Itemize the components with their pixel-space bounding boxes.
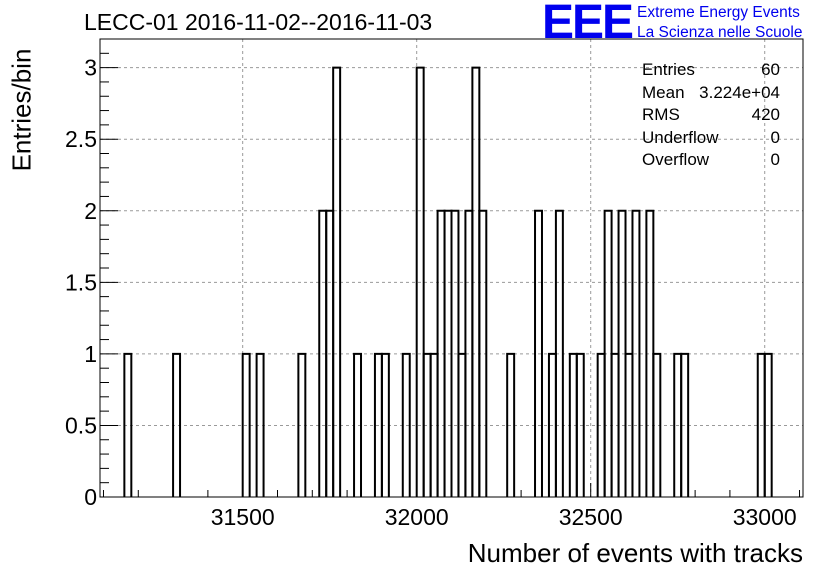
stat-label: Mean [642, 82, 685, 102]
histogram-bars [123, 66, 773, 497]
y-tick-label: 1 [84, 341, 97, 367]
histogram-bin [353, 352, 363, 497]
histogram-bin [123, 352, 133, 497]
histogram-bin [241, 352, 251, 497]
axes: 31500 32000 32500 33000 0 0.5 1 1.5 2 2.5 3 [65, 38, 804, 530]
stat-value: 420 [751, 105, 780, 125]
stat-value: 3.224e+04 [699, 82, 780, 102]
y-tick-label: 3 [84, 55, 97, 81]
histogram-bin [380, 352, 390, 497]
stat-value: 0 [770, 127, 780, 147]
x-tick-label: 33000 [733, 504, 797, 530]
histogram-bin [763, 352, 773, 497]
histogram-bin [332, 66, 342, 497]
x-axis-label: Number of events with tracks [467, 538, 803, 568]
stats-box: Entries 60 Mean 3.224e+04 RMS 420 Underf… [642, 60, 780, 173]
chart-title: LECC-01 2016-11-02--2016-11-03 [84, 9, 433, 35]
stat-label: Entries [642, 60, 695, 79]
histogram-bin [575, 352, 585, 497]
y-tick-label: 2 [84, 198, 97, 224]
stat-row-entries: Entries 60 [642, 60, 780, 83]
histogram-bin [554, 209, 564, 497]
stat-value: 60 [761, 60, 780, 79]
x-tick-label: 31500 [211, 504, 275, 530]
histogram-bin [652, 352, 662, 497]
stat-label: RMS [642, 105, 680, 125]
histogram-bin [534, 209, 543, 497]
stat-row-overflow: Overflow 0 [642, 150, 780, 173]
stat-row-rms: RMS 420 [642, 105, 780, 128]
y-tick-label: 0 [84, 484, 97, 510]
histogram-bin [401, 352, 411, 497]
histogram-bin [680, 352, 690, 497]
histogram-bin [255, 352, 265, 497]
stat-label: Underflow [642, 127, 719, 147]
histogram-bin [172, 352, 182, 497]
x-tick-label: 32000 [385, 504, 449, 530]
stat-label: Overflow [642, 150, 710, 170]
stat-row-underflow: Underflow 0 [642, 128, 780, 151]
y-axis-label: Entries/bin [6, 48, 37, 172]
logo-line-2: La Scienza nelle Scuole [637, 24, 803, 41]
histogram-bin [478, 209, 488, 497]
y-tick-label: 2.5 [65, 126, 97, 152]
x-tick-label: 32500 [559, 504, 623, 530]
histogram-bin [506, 352, 516, 497]
logo-line-1: Extreme Energy Events [637, 4, 800, 21]
histogram-bin [631, 209, 641, 497]
y-tick-label: 1.5 [65, 269, 97, 295]
eee-logo: EEE [542, 0, 634, 49]
histogram-bin [297, 352, 307, 497]
stat-value: 0 [770, 150, 780, 170]
y-tick-label: 0.5 [65, 412, 97, 438]
stat-row-mean: Mean 3.224e+04 [642, 83, 780, 106]
histogram-bin [415, 66, 425, 497]
